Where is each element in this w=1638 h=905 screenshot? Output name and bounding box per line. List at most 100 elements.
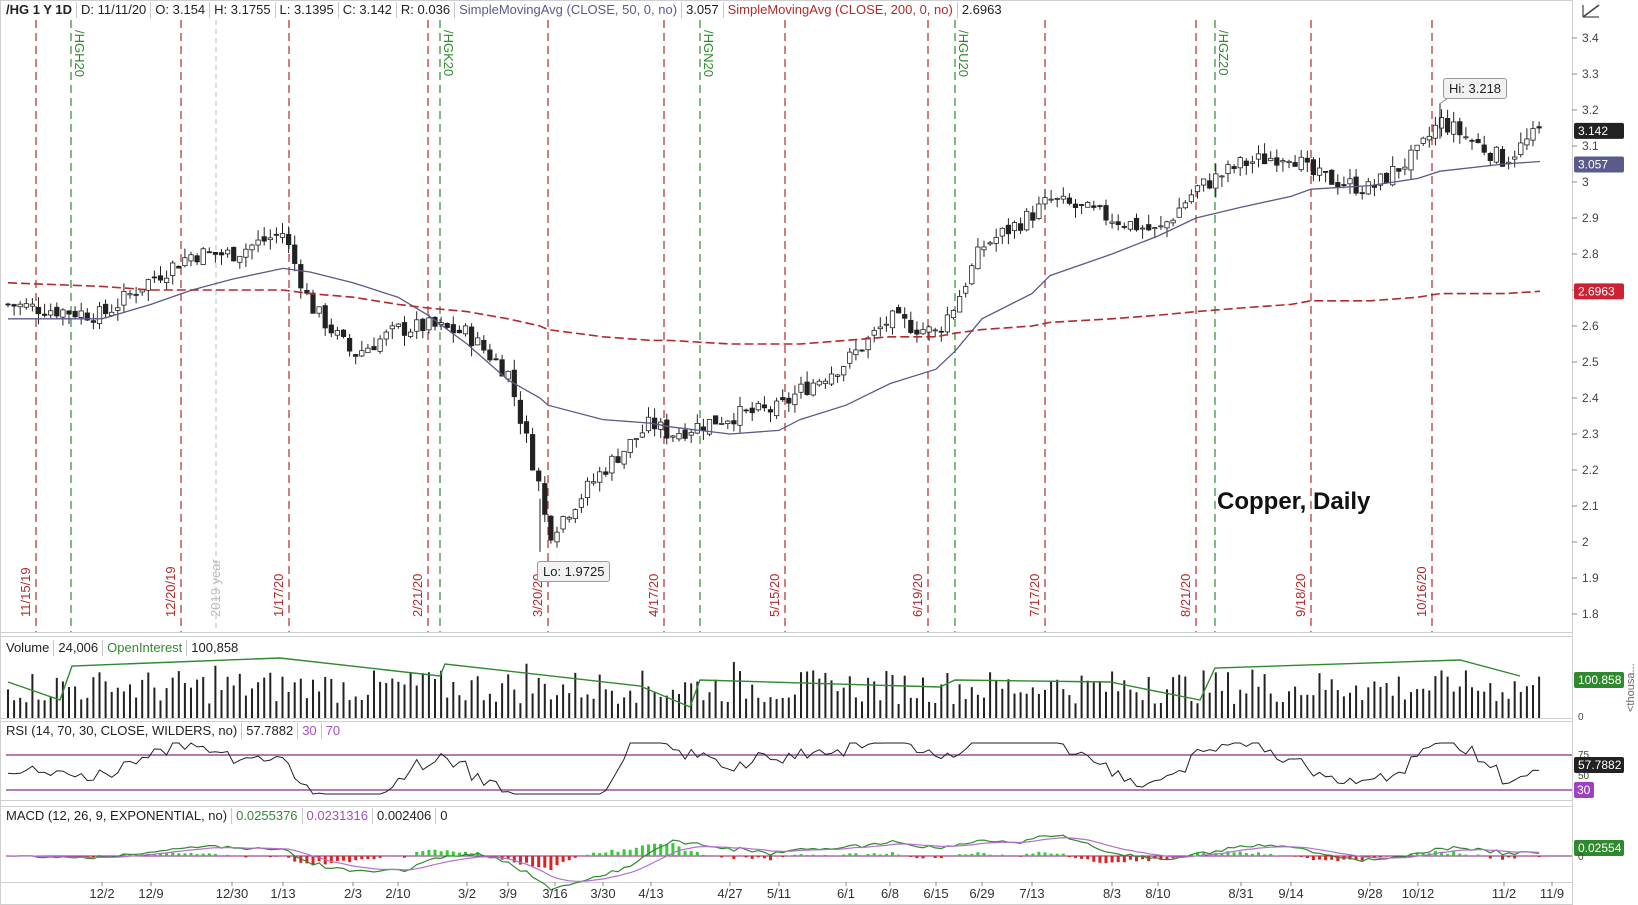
time-tick-label: 6/29 — [969, 886, 994, 901]
open-interest-legend[interactable]: OpenInterest — [103, 640, 188, 656]
candle-body — [713, 415, 719, 425]
candle-body — [1097, 205, 1103, 208]
candle-body — [719, 423, 725, 425]
macd-signal-line — [8, 836, 1540, 882]
candle-body — [1231, 166, 1237, 170]
candle-body — [188, 254, 194, 262]
candle-body — [383, 331, 389, 340]
time-tick-label: 12/2 — [89, 886, 114, 901]
low-label: L: 3.1395 — [276, 2, 339, 18]
sma50-legend[interactable]: SimpleMovingAvg (CLOSE, 50, 0, no) — [455, 2, 683, 18]
candle-body — [273, 233, 280, 236]
candle-body — [749, 407, 755, 414]
candle-body — [670, 435, 676, 438]
expiry-label: 7/17/20 — [1027, 574, 1042, 617]
candle-body — [993, 237, 999, 244]
candle-body — [603, 471, 609, 475]
price-tick-label: 2.3 — [1582, 427, 1599, 441]
candle-body — [725, 420, 731, 424]
candle-body — [1213, 173, 1219, 189]
candle-body — [1518, 142, 1524, 156]
candle-body — [1341, 184, 1347, 186]
candle-body — [566, 516, 572, 520]
rsi-badge-bg — [1574, 757, 1624, 773]
candle-body — [572, 509, 578, 519]
drawing-tool-icon[interactable] — [1580, 2, 1602, 20]
price-tick-label: 3.1 — [1582, 139, 1599, 153]
time-tick-label: 2/3 — [344, 886, 362, 901]
candle-body — [1499, 149, 1506, 167]
candle-body — [444, 322, 450, 328]
sma200-badge-bg — [1574, 283, 1624, 300]
price-tick-label: 1.8 — [1582, 607, 1599, 621]
volume-legend[interactable]: Volume — [2, 640, 55, 656]
candle-body — [621, 450, 627, 465]
contract-label: /HGN20 — [701, 30, 716, 77]
contract-label: /HGK20 — [441, 30, 456, 76]
candle-body — [353, 354, 359, 357]
candle-body — [645, 416, 652, 432]
price-tick-label: 2.9 — [1582, 211, 1599, 225]
candle-body — [1060, 195, 1066, 200]
candle-body — [664, 419, 670, 439]
candle-body — [578, 498, 585, 508]
candle-body — [932, 329, 938, 332]
symbol-label[interactable]: /HG 1 Y 1D — [2, 2, 77, 18]
contract-label: /HGZ20 — [1216, 30, 1231, 76]
candle-body — [145, 279, 151, 291]
candle-body — [103, 303, 109, 315]
candle-body — [133, 294, 139, 296]
candle-body — [255, 239, 261, 246]
candle-body — [1268, 157, 1274, 162]
candle-body — [1182, 202, 1188, 209]
candle-body — [420, 318, 426, 332]
candle-body — [1408, 149, 1414, 171]
candle-body — [1255, 153, 1262, 160]
candle-body — [975, 246, 981, 270]
candle-body — [267, 237, 273, 241]
macd-line — [7, 834, 1540, 891]
candle-body — [334, 330, 341, 336]
time-tick-label: 3/9 — [499, 886, 517, 901]
candle-body — [1262, 153, 1268, 165]
candle-body — [1152, 227, 1158, 230]
candle-body — [72, 310, 78, 318]
candle-body — [316, 306, 322, 314]
candle-body — [1420, 137, 1426, 144]
candle-body — [17, 303, 23, 308]
candle-body — [914, 329, 920, 335]
candle-body — [902, 314, 908, 319]
macd-pane — [6, 834, 1572, 891]
candle-body — [1402, 166, 1408, 170]
candle-body — [346, 337, 353, 352]
sma200-legend[interactable]: SimpleMovingAvg (CLOSE, 200, 0, no) — [724, 2, 958, 18]
candle-body — [1188, 194, 1194, 203]
time-tick-label: 3/16 — [542, 886, 567, 901]
candle-body — [310, 292, 316, 314]
sma200-line — [7, 282, 1541, 345]
macd-legend[interactable]: MACD (12, 26, 9, EXPONENTIAL, no) — [2, 808, 233, 824]
candle-body — [871, 330, 877, 336]
candle-body — [609, 455, 615, 474]
candle-body — [499, 359, 505, 377]
candle-body — [414, 319, 420, 332]
candle-body — [1072, 203, 1079, 209]
candle-body — [96, 306, 103, 325]
candle-body — [1377, 173, 1384, 186]
candle-body — [1304, 157, 1310, 163]
candle-body — [456, 329, 463, 334]
price-tick-label: 2.2 — [1582, 463, 1599, 477]
time-tick-label: 3/2 — [458, 886, 476, 901]
rsi-legend[interactable]: RSI (14, 70, 30, CLOSE, WILDERS, no) — [2, 723, 243, 739]
candle-body — [999, 227, 1005, 237]
candle-body — [1005, 224, 1012, 235]
rsi-value: 57.7882 — [242, 723, 299, 739]
candle-body — [1219, 175, 1225, 178]
price-tick-label: 1.9 — [1582, 571, 1599, 585]
sma50-line — [8, 160, 1541, 435]
sma50-value: 3.057 — [682, 2, 724, 18]
candle-body — [401, 322, 408, 336]
candle-body — [1018, 223, 1024, 231]
candle-body — [1390, 166, 1396, 186]
candle-body — [1133, 217, 1140, 231]
